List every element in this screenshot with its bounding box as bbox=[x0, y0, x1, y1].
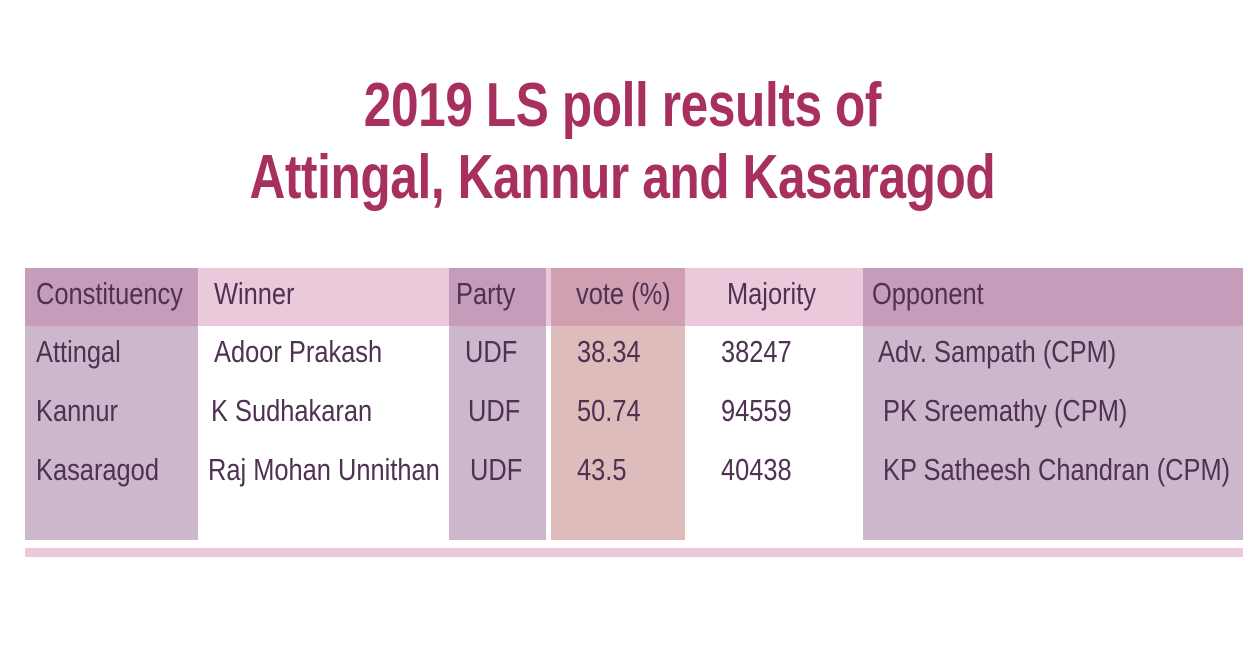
header-party: Party bbox=[456, 276, 516, 311]
header-constituency: Constituency bbox=[36, 276, 183, 311]
cell-winner: Adoor Prakash bbox=[214, 334, 383, 369]
header-constituency-bg bbox=[25, 268, 198, 326]
cell-constituency: Kasaragod bbox=[36, 452, 159, 487]
header-winner: Winner bbox=[214, 276, 295, 311]
header-opponent-bg bbox=[863, 268, 1243, 326]
party-column-band bbox=[449, 326, 546, 540]
cell-winner: K Sudhakaran bbox=[211, 393, 373, 428]
header-majority-bg bbox=[685, 268, 863, 326]
cell-vote: 50.74 bbox=[577, 393, 641, 428]
header-party-bg bbox=[449, 268, 546, 326]
constituency-column-band bbox=[25, 326, 198, 540]
cell-party: UDF bbox=[465, 334, 518, 369]
cell-majority: 38247 bbox=[721, 334, 792, 369]
header-majority: Majority bbox=[727, 276, 816, 311]
cell-opponent: KP Satheesh Chandran (CPM) bbox=[883, 452, 1231, 487]
cell-winner: Raj Mohan Unnithan bbox=[208, 452, 440, 487]
table-bottom-rule bbox=[25, 548, 1243, 557]
vote-column-band bbox=[551, 326, 685, 540]
page-title: 2019 LS poll results of Attingal, Kannur… bbox=[123, 70, 1121, 214]
cell-majority: 40438 bbox=[721, 452, 792, 487]
cell-vote: 43.5 bbox=[577, 452, 627, 487]
cell-constituency: Kannur bbox=[36, 393, 118, 428]
header-vote: vote (%) bbox=[576, 276, 671, 311]
header-vote-bg bbox=[551, 268, 685, 326]
cell-vote: 38.34 bbox=[577, 334, 641, 369]
title-line-1: 2019 LS poll results of bbox=[363, 71, 882, 140]
header-gap-bg bbox=[546, 268, 551, 326]
cell-majority: 94559 bbox=[721, 393, 792, 428]
header-winner-bg bbox=[198, 268, 449, 326]
opponent-column-band bbox=[863, 326, 1243, 540]
cell-party: UDF bbox=[470, 452, 523, 487]
cell-constituency: Attingal bbox=[36, 334, 121, 369]
title-line-2: Attingal, Kannur and Kasaragod bbox=[249, 143, 996, 212]
cell-opponent: PK Sreemathy (CPM) bbox=[883, 393, 1128, 428]
cell-opponent: Adv. Sampath (CPM) bbox=[878, 334, 1117, 369]
cell-party: UDF bbox=[468, 393, 521, 428]
header-opponent: Opponent bbox=[872, 276, 984, 311]
